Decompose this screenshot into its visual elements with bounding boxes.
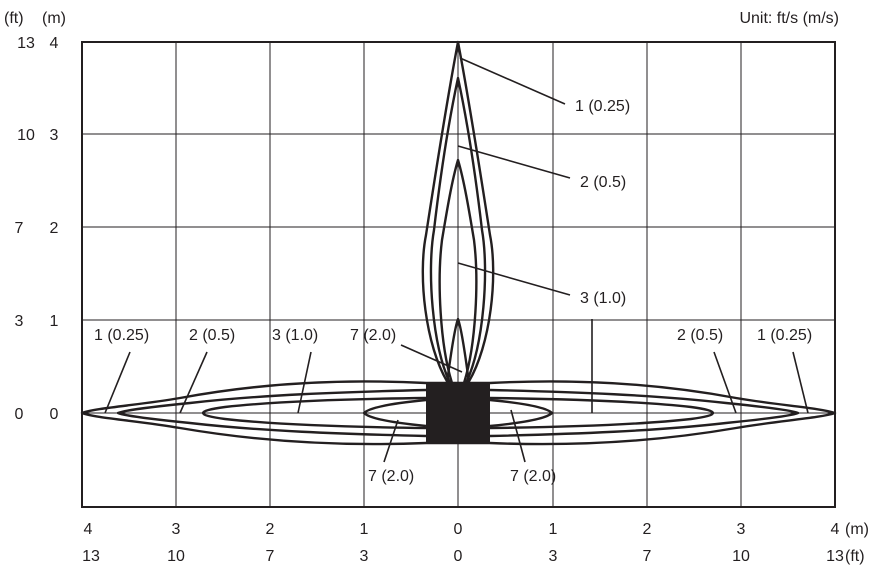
unit-box bbox=[426, 382, 490, 444]
y-tick-m: 4 bbox=[50, 35, 59, 52]
contour-labels: 1 (0.25) 2 (0.5) 3 (1.0) 7 (2.0) 1 (0.25… bbox=[94, 98, 812, 485]
x-tick-m: 1 bbox=[360, 521, 369, 538]
y-tick-ft: 0 bbox=[15, 406, 24, 423]
x-tick-m: 3 bbox=[172, 521, 181, 538]
y-tick-m: 2 bbox=[50, 220, 59, 237]
x-tick-m: 4 bbox=[84, 521, 93, 538]
x-axis-unit-ft: (ft) bbox=[845, 548, 865, 565]
right-label-2: 2 (0.5) bbox=[677, 327, 723, 344]
horizontal-contour-1 bbox=[80, 380, 837, 446]
leader-lines bbox=[104, 57, 809, 463]
y-tick-ft: 7 bbox=[15, 220, 24, 237]
y-tick-m: 0 bbox=[50, 406, 59, 423]
x-tick-m: 4 bbox=[831, 521, 840, 538]
y-axis-unit-m: (m) bbox=[42, 10, 66, 27]
x-tick-m: 3 bbox=[737, 521, 746, 538]
x-tick-ft: 7 bbox=[266, 548, 275, 565]
y-tick-labels: 13 4 10 3 7 2 3 1 0 0 bbox=[15, 35, 59, 423]
grid bbox=[82, 42, 835, 507]
y-tick-m: 3 bbox=[50, 127, 59, 144]
x-tick-m: 2 bbox=[643, 521, 652, 538]
y-tick-ft: 13 bbox=[17, 35, 35, 52]
right-label-1: 1 (0.25) bbox=[757, 327, 812, 344]
horizontal-contour-3 bbox=[201, 396, 715, 430]
x-axis-unit-m: (m) bbox=[845, 521, 869, 538]
x-tick-ft: 3 bbox=[360, 548, 369, 565]
bottom-left-label-7: 7 (2.0) bbox=[368, 468, 414, 485]
x-tick-m: 2 bbox=[266, 521, 275, 538]
vertical-label-7: 7 (2.0) bbox=[350, 327, 396, 344]
left-label-2: 2 (0.5) bbox=[189, 327, 235, 344]
horizontal-contour-2 bbox=[116, 388, 800, 438]
unit-label: Unit: ft/s (m/s) bbox=[739, 10, 839, 27]
x-tick-labels-m: 4 3 2 1 0 1 2 3 4 (m) bbox=[84, 521, 869, 538]
vertical-label-1: 1 (0.25) bbox=[575, 98, 630, 115]
vertical-contour-1 bbox=[421, 40, 495, 384]
y-tick-ft: 3 bbox=[15, 313, 24, 330]
y-axis-unit-ft: (ft) bbox=[4, 10, 24, 27]
x-tick-labels-ft: 13 10 7 3 0 3 7 10 13 (ft) bbox=[82, 548, 864, 565]
x-tick-ft: 13 bbox=[82, 548, 100, 565]
vertical-label-3: 3 (1.0) bbox=[580, 290, 626, 307]
horizontal-contours bbox=[80, 380, 837, 446]
x-tick-ft: 13 bbox=[826, 548, 844, 565]
left-label-3: 3 (1.0) bbox=[272, 327, 318, 344]
left-label-1: 1 (0.25) bbox=[94, 327, 149, 344]
horizontal-contour-7 bbox=[362, 398, 554, 428]
vertical-contours bbox=[421, 40, 495, 384]
x-tick-ft: 3 bbox=[549, 548, 558, 565]
vertical-contour-3 bbox=[438, 158, 478, 384]
vertical-label-2: 2 (0.5) bbox=[580, 174, 626, 191]
y-tick-ft: 10 bbox=[17, 127, 35, 144]
x-tick-ft: 0 bbox=[454, 548, 463, 565]
bottom-right-label-7: 7 (2.0) bbox=[510, 468, 556, 485]
x-tick-m: 0 bbox=[454, 521, 463, 538]
vertical-contour-7 bbox=[445, 317, 471, 384]
x-tick-ft: 10 bbox=[167, 548, 185, 565]
x-tick-ft: 10 bbox=[732, 548, 750, 565]
vertical-contour-2 bbox=[429, 76, 487, 384]
x-tick-ft: 7 bbox=[643, 548, 652, 565]
x-tick-m: 1 bbox=[549, 521, 558, 538]
y-tick-m: 1 bbox=[50, 313, 59, 330]
